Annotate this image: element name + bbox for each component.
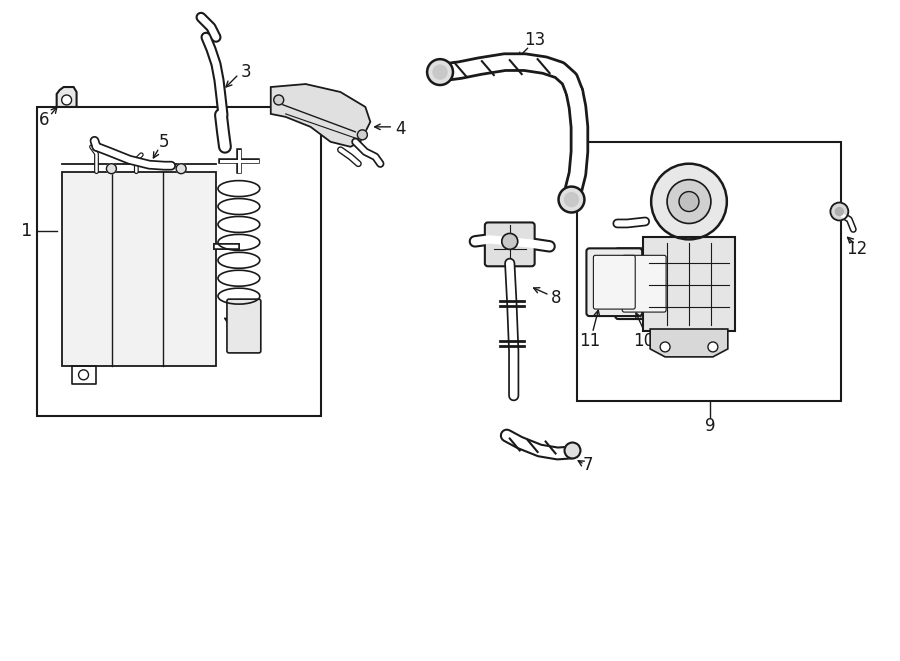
Text: 5: 5 <box>159 133 169 151</box>
FancyBboxPatch shape <box>485 223 535 266</box>
Text: 13: 13 <box>524 31 545 49</box>
Text: 10: 10 <box>634 332 654 350</box>
FancyBboxPatch shape <box>593 255 635 309</box>
Circle shape <box>564 442 580 459</box>
Circle shape <box>835 208 843 215</box>
Bar <box>61 172 216 366</box>
Circle shape <box>652 164 727 239</box>
Circle shape <box>433 65 447 79</box>
Circle shape <box>667 180 711 223</box>
Circle shape <box>564 192 579 206</box>
Polygon shape <box>271 84 370 147</box>
Circle shape <box>708 342 718 352</box>
Text: 12: 12 <box>846 241 867 258</box>
Text: 9: 9 <box>705 416 716 434</box>
Circle shape <box>106 164 116 174</box>
Text: 8: 8 <box>552 289 562 307</box>
Text: 11: 11 <box>579 332 600 350</box>
Circle shape <box>274 95 284 105</box>
Circle shape <box>176 164 186 174</box>
Polygon shape <box>650 329 728 357</box>
FancyBboxPatch shape <box>644 237 734 331</box>
Text: 4: 4 <box>395 120 406 138</box>
Bar <box>578 142 842 401</box>
Circle shape <box>679 192 699 212</box>
FancyBboxPatch shape <box>587 249 643 316</box>
Circle shape <box>428 59 453 85</box>
Circle shape <box>502 233 518 249</box>
FancyBboxPatch shape <box>622 255 666 312</box>
Text: 7: 7 <box>582 457 593 475</box>
Circle shape <box>61 95 72 105</box>
Circle shape <box>660 342 670 352</box>
Circle shape <box>831 202 849 221</box>
Bar <box>37 107 320 416</box>
Text: 2: 2 <box>250 330 261 348</box>
Text: 1: 1 <box>21 222 32 241</box>
Text: 6: 6 <box>39 111 49 129</box>
Text: 3: 3 <box>240 63 251 81</box>
FancyBboxPatch shape <box>616 249 673 319</box>
Circle shape <box>357 130 367 140</box>
FancyBboxPatch shape <box>227 299 261 353</box>
Circle shape <box>559 186 584 212</box>
Polygon shape <box>57 87 76 107</box>
